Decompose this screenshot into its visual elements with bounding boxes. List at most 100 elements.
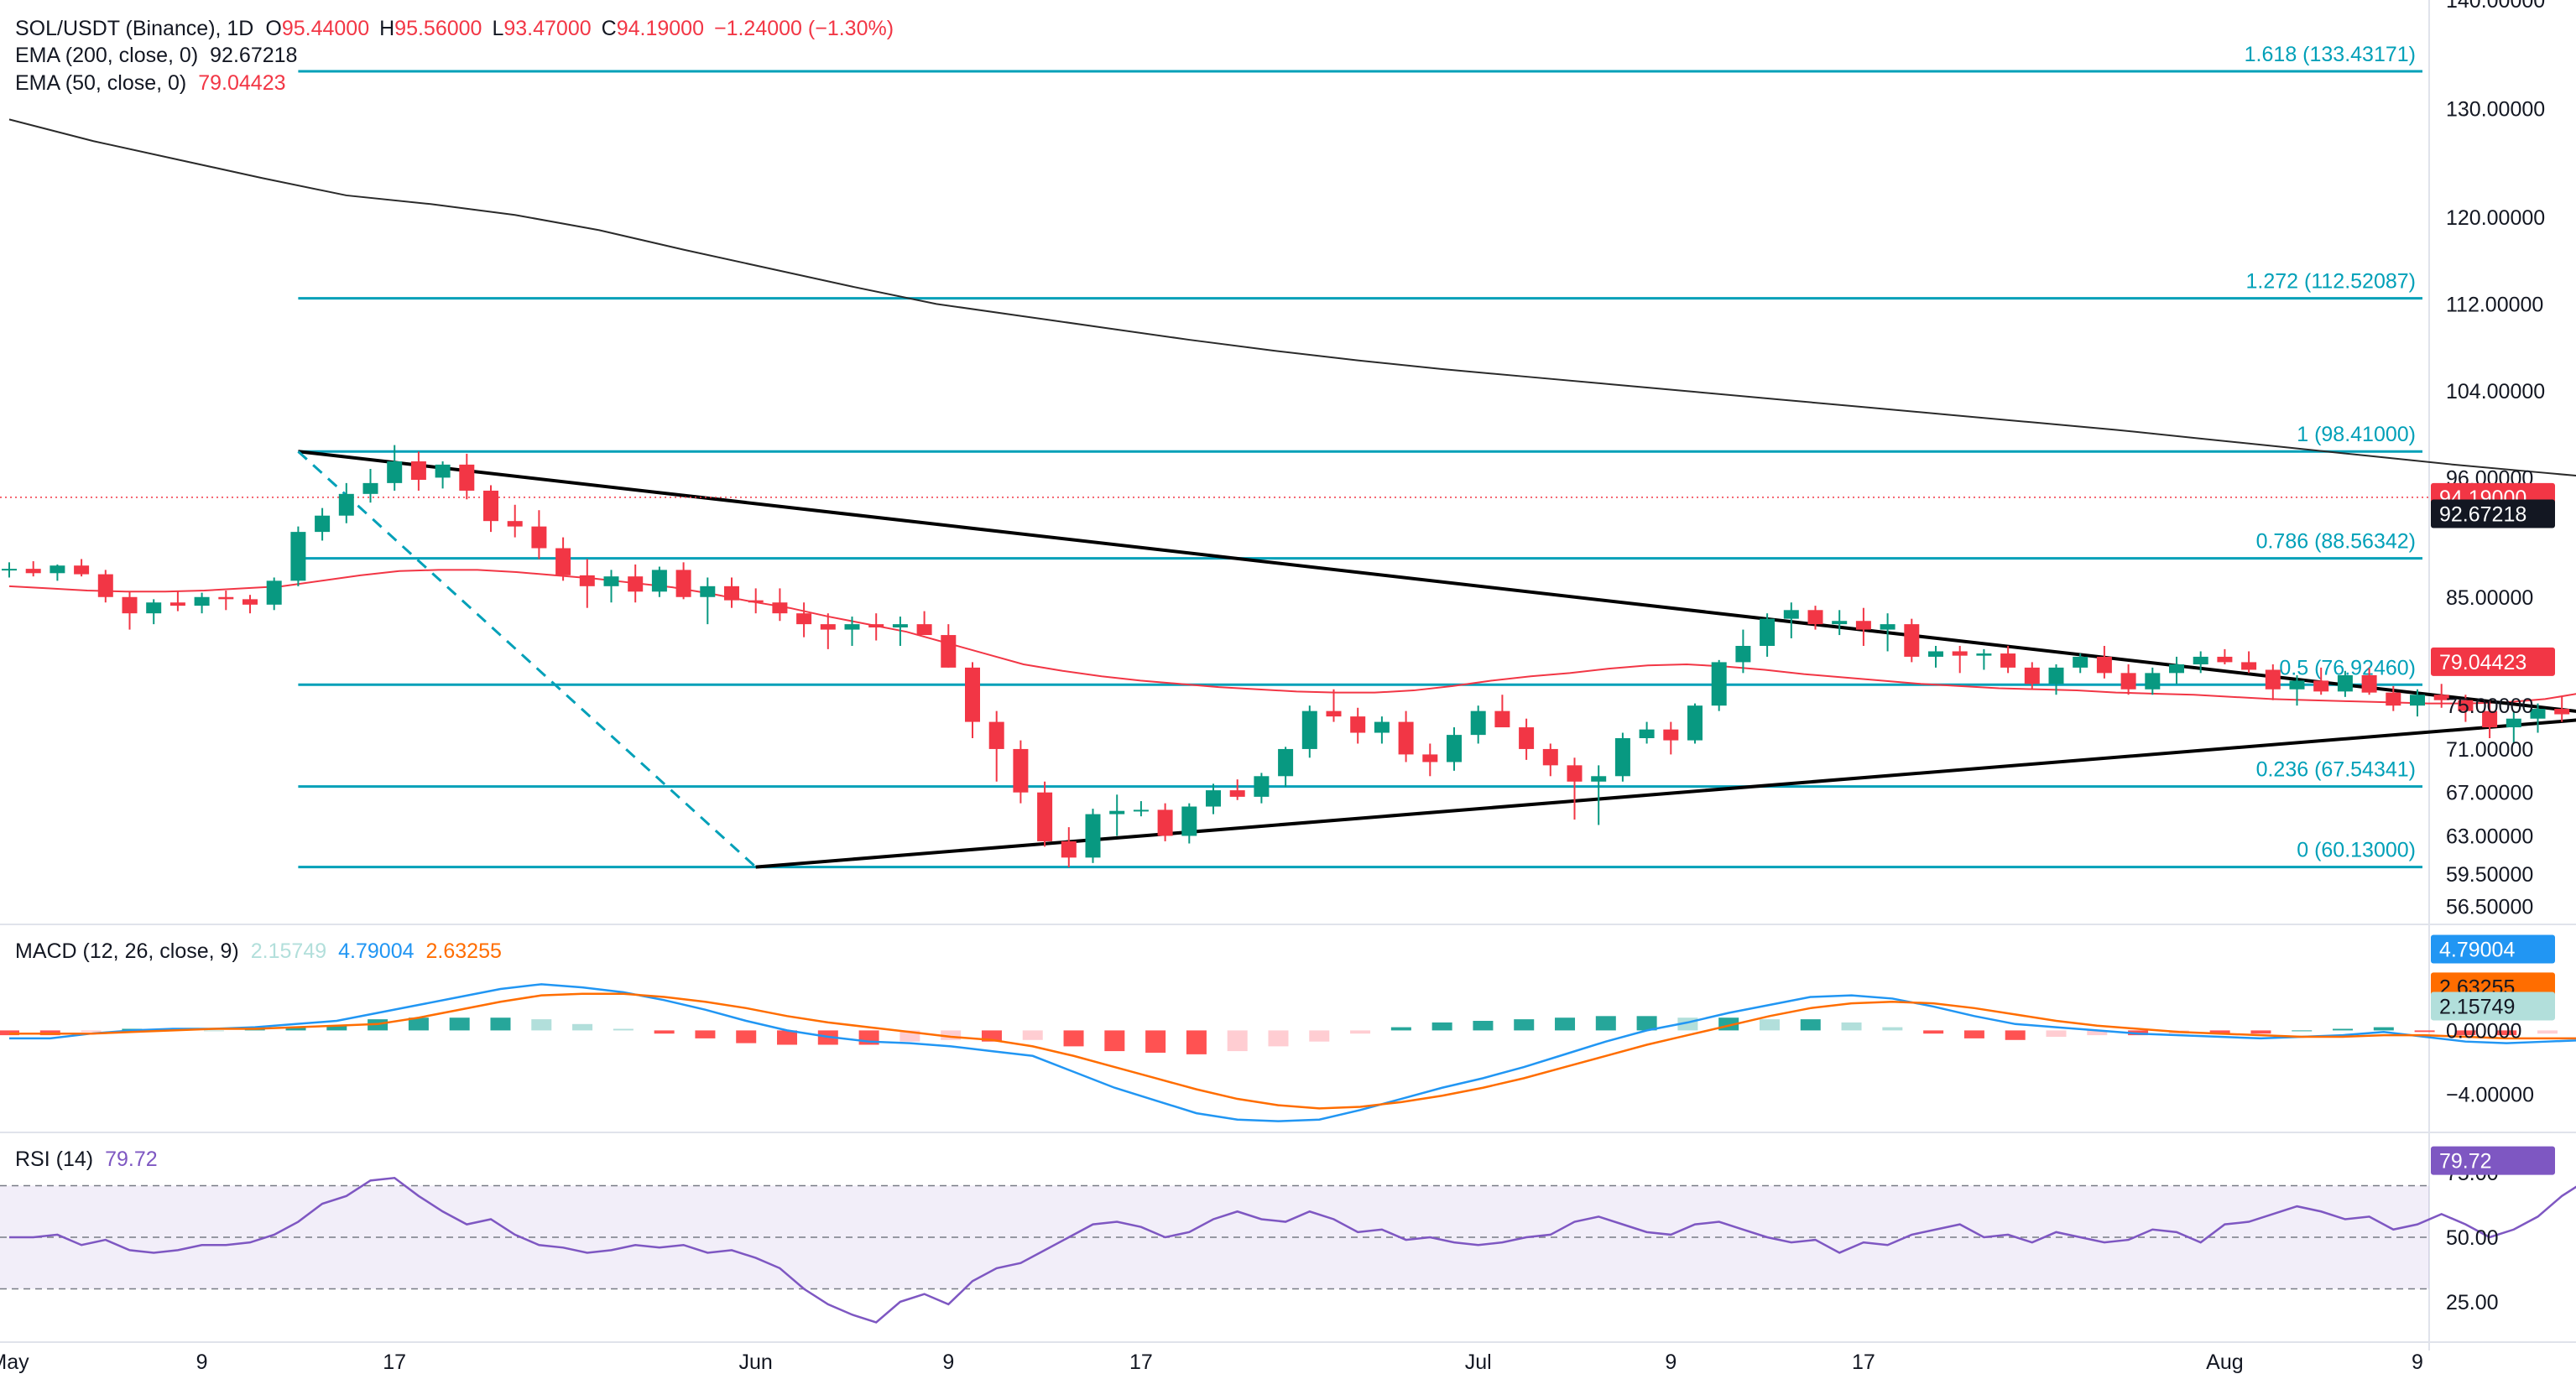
candle <box>772 588 788 622</box>
ohlc-value: 93.47000 <box>503 17 591 40</box>
macd-histogram-bar <box>2046 1030 2067 1037</box>
candle <box>2073 653 2088 674</box>
rsi-line <box>9 1176 2576 1324</box>
candle <box>1085 809 1101 863</box>
candle-body <box>338 493 354 516</box>
macd-histogram-bar <box>1063 1030 1084 1047</box>
candle-body <box>2096 656 2112 674</box>
candle-body <box>941 635 957 668</box>
candle-body <box>916 624 932 636</box>
candle <box>483 485 498 533</box>
macd-histogram-bar <box>490 1017 511 1031</box>
macd-legend: MACD (12, 26, close, 9) 2.15749 4.79004 2.6… <box>15 939 502 963</box>
price-tag: 92.67218 <box>2431 499 2555 528</box>
candle <box>1904 618 1920 663</box>
candle-body <box>410 461 426 480</box>
candle-body <box>2 569 17 571</box>
candle <box>1109 794 1125 836</box>
candle-body <box>387 461 403 483</box>
candle-body <box>1783 610 1799 619</box>
candle <box>1350 707 1366 744</box>
macd-histogram-bar <box>2414 1030 2435 1033</box>
candle <box>122 591 138 630</box>
macd-histogram-bar <box>1555 1017 1576 1031</box>
candle-body <box>2386 692 2401 706</box>
candle-body <box>1398 721 1414 755</box>
candle-body <box>1928 651 1943 657</box>
value-tag-box <box>2431 647 2555 676</box>
price-axis[interactable]: 140.00000 130.00000 120.00000 112.00000 104.… <box>2431 0 2555 1314</box>
macd-histogram-bar <box>2496 1030 2517 1036</box>
candle-body <box>122 596 138 614</box>
candle-body <box>1254 776 1270 797</box>
macd-histogram-bar <box>1514 1019 1535 1031</box>
candle-body <box>1301 710 1317 749</box>
candle <box>1567 757 1583 820</box>
candle-body <box>1614 738 1630 777</box>
macd-histogram-bar <box>285 1027 306 1031</box>
candle <box>1157 803 1173 841</box>
fib-level-label: 0.786 (88.56342) <box>2256 530 2416 554</box>
candle <box>1687 703 1703 744</box>
time-tick-label: Aug <box>2206 1351 2243 1374</box>
macd-histogram-bar <box>408 1017 429 1031</box>
candle <box>1013 740 1029 804</box>
candle <box>1422 743 1438 777</box>
candle <box>1663 721 1679 755</box>
time-axis[interactable]: May917Jun917Jul917Aug917Sep <box>0 1351 2576 1374</box>
candle <box>1976 648 1992 670</box>
candle <box>1037 781 1053 847</box>
candle <box>410 451 426 491</box>
candle-body <box>1855 621 1871 630</box>
candle <box>700 577 716 625</box>
value-tag-text: 79.72 <box>2439 1150 2492 1174</box>
candle <box>820 613 836 649</box>
rsi-pane[interactable] <box>0 1155 2576 1324</box>
macd-tag: 4.79004 <box>2431 934 2555 964</box>
price-tick-label: 59.50000 <box>2446 863 2533 887</box>
time-tick-label: Jun <box>739 1351 773 1374</box>
ohlc-value: 95.56000 <box>394 17 482 40</box>
candle-body <box>2145 673 2161 690</box>
candle-body <box>1422 754 1438 762</box>
candle <box>1614 732 1630 782</box>
rsi-legend: RSI (14) 79.72 <box>15 1148 158 1171</box>
macd-histogram-bar <box>1268 1030 1289 1047</box>
candle-body <box>1470 710 1486 736</box>
candle-body <box>965 667 980 722</box>
candle <box>1494 695 1510 728</box>
macd-label: MACD (12, 26, close, 9) <box>15 939 239 963</box>
candle-body <box>675 570 691 597</box>
ohlc-value: 95.44000 <box>282 17 369 40</box>
candle <box>2193 651 2208 674</box>
candle <box>2217 648 2233 664</box>
candle-body <box>1085 814 1101 858</box>
candle <box>1807 606 1823 630</box>
rsi-label: RSI (14) <box>15 1148 93 1171</box>
candle <box>2000 646 2016 674</box>
candle-body <box>2289 680 2305 690</box>
candle <box>1133 801 1149 817</box>
candle <box>844 617 860 646</box>
macd-histogram-bar <box>2537 1030 2558 1034</box>
fib-level-label: 1.272 (112.52087) <box>2246 270 2416 294</box>
ema200-line <box>8 118 2576 477</box>
price-pane[interactable]: 1.618 (133.43171) 1.272 (112.52087) 1 (98.… <box>0 43 2576 869</box>
candle-body <box>1181 806 1197 836</box>
candle-body <box>2048 667 2064 684</box>
candle-body <box>2265 669 2281 690</box>
candle-body <box>290 532 306 581</box>
price-tick-label: 67.00000 <box>2446 782 2533 805</box>
macd-histogram-bar <box>2292 1030 2313 1032</box>
macd-pane[interactable] <box>0 954 2576 1122</box>
change-readout: −1.24000 (−1.30%) <box>714 17 894 40</box>
candle <box>146 599 162 625</box>
candle <box>2530 703 2546 733</box>
fib-level-label: 0 (60.13000) <box>2297 839 2416 862</box>
candle-body <box>315 515 331 533</box>
time-tick-label: 9 <box>1665 1351 1676 1374</box>
candle-body <box>1037 792 1053 841</box>
candle <box>2554 696 2570 722</box>
